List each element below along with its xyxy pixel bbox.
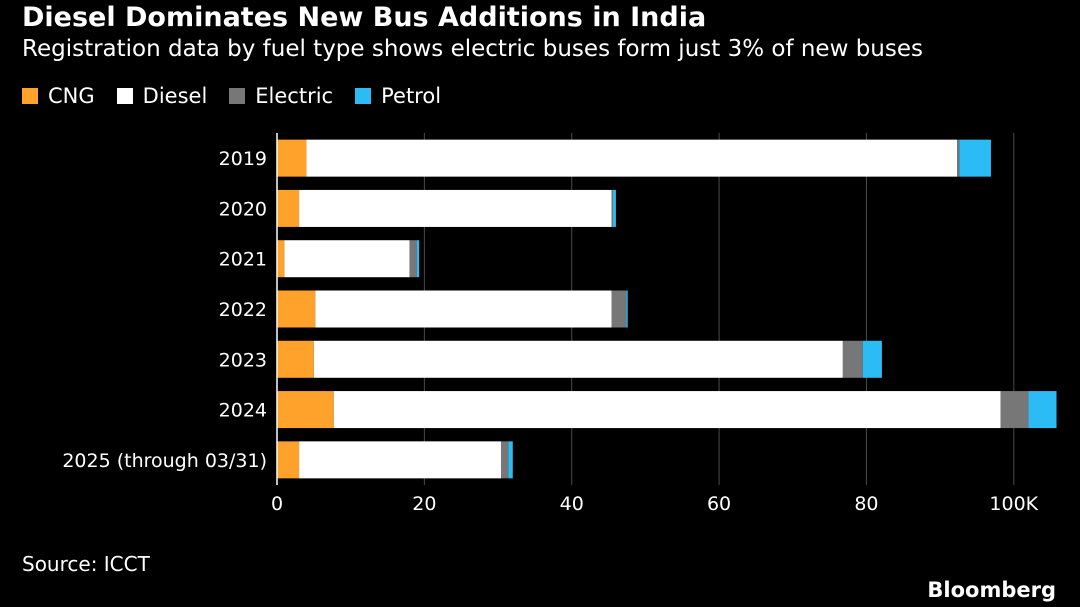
x-tick-label: 0: [271, 493, 283, 515]
bar-segment-cng: [277, 139, 307, 177]
legend-swatch-electric: [229, 88, 246, 104]
category-label: 2022: [219, 299, 267, 321]
legend: CNG Diesel Electric Petrol: [22, 84, 463, 108]
bar-segment-diesel: [313, 340, 843, 378]
category-label: 2021: [219, 249, 267, 271]
bar-segment-electric: [611, 189, 613, 227]
legend-item-electric: Electric: [229, 84, 333, 108]
bar-segment-diesel: [306, 139, 958, 177]
bar-segment-electric: [957, 139, 960, 177]
x-tick-label: 20: [412, 493, 436, 515]
legend-label-cng: CNG: [48, 84, 95, 108]
bar-segment-diesel: [333, 391, 1001, 429]
bar-segment-cng: [277, 340, 314, 378]
category-label: 2025 (through 03/31): [62, 450, 267, 472]
x-tick-label: 40: [560, 493, 584, 515]
bar-segment-electric: [611, 290, 627, 328]
category-label: 2019: [219, 148, 267, 170]
bar-segment-cng: [277, 441, 300, 479]
chart-subtitle: Registration data by fuel type shows ele…: [22, 36, 923, 62]
bar-segment-cng: [277, 189, 300, 227]
bar-segment-cng: [277, 240, 285, 278]
source-note: Source: ICCT: [22, 552, 150, 576]
legend-label-electric: Electric: [255, 84, 334, 108]
bar-segment-petrol: [626, 290, 628, 328]
bar-segment-cng: [277, 391, 334, 429]
legend-label-petrol: Petrol: [381, 84, 442, 108]
bar-segment-diesel: [299, 441, 501, 479]
bar-segment-petrol: [959, 139, 991, 177]
bar-segment-petrol: [1028, 391, 1057, 429]
category-label: 2020: [219, 198, 267, 220]
bar-segment-petrol: [612, 189, 616, 227]
bar-segment-petrol: [508, 441, 513, 479]
bar-segment-diesel: [315, 290, 612, 328]
chart-title: Diesel Dominates New Bus Additions in In…: [22, 2, 707, 33]
legend-swatch-diesel: [116, 88, 133, 104]
bloomberg-logo: Bloomberg: [927, 578, 1056, 602]
legend-item-cng: CNG: [22, 84, 95, 108]
x-tick-label: 80: [854, 493, 878, 515]
bar-segment-petrol: [416, 240, 420, 278]
bar-segment-petrol: [862, 340, 882, 378]
bar-segment-diesel: [299, 189, 612, 227]
legend-item-diesel: Diesel: [116, 84, 208, 108]
legend-label-diesel: Diesel: [142, 84, 208, 108]
legend-item-petrol: Petrol: [355, 84, 441, 108]
bar-segment-cng: [277, 290, 316, 328]
category-label: 2024: [219, 400, 267, 422]
bar-segment-diesel: [284, 240, 410, 278]
x-tick-label: 60: [707, 493, 731, 515]
bar-segment-electric: [500, 441, 509, 479]
bar-segment-electric: [409, 240, 417, 278]
bar-segment-electric: [842, 340, 863, 378]
legend-swatch-petrol: [355, 88, 372, 104]
bar-segment-electric: [1000, 391, 1029, 429]
category-label: 2023: [219, 349, 267, 371]
x-tick-label: 100K: [989, 493, 1038, 515]
legend-swatch-cng: [22, 88, 38, 104]
